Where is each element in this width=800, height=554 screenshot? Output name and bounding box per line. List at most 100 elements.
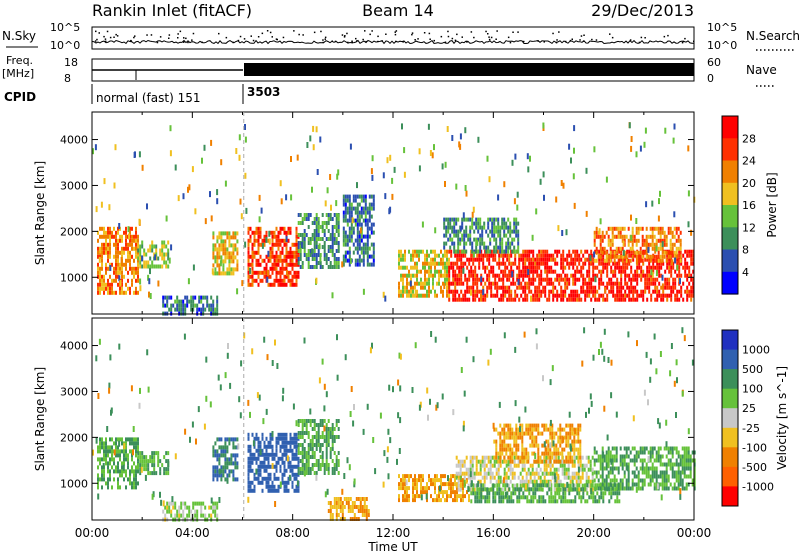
- nsearch-dot: [177, 37, 179, 39]
- velocity-colorbar-block-5: [722, 427, 738, 448]
- nsearch-dot: [377, 35, 379, 38]
- power-colorbar-tick-5: 24: [742, 155, 756, 168]
- nsearch-dot: [473, 36, 475, 39]
- velocity-colorbar-block-6: [722, 447, 738, 468]
- frequency-label-line2: [MHz]: [2, 67, 34, 80]
- nave-tick-top: 60: [707, 56, 721, 69]
- frequency-tick-top: 18: [64, 56, 78, 69]
- nsearch-dot: [183, 41, 185, 43]
- noise-left-tick-bottom: 10^0: [50, 39, 80, 52]
- power-colorbar-tick-1: 8: [742, 244, 749, 257]
- frequency-label-line1: Freq.: [6, 54, 33, 67]
- velocity-colorbar-block-1: [722, 349, 738, 370]
- power-colorbar-tick-3: 16: [742, 199, 756, 212]
- power-region-3: [212, 231, 239, 276]
- nsearch-dot: [385, 33, 387, 35]
- nsearch-dot: [269, 31, 272, 34]
- beam-title: Beam 14: [362, 1, 434, 20]
- nsearch-dot: [168, 34, 171, 36]
- nsearch-dot: [113, 36, 115, 38]
- time-tick-labels: 00:00 04:00 08:00 12:00 16:00 20:00 00:00: [75, 526, 712, 540]
- power-region-0: [97, 226, 139, 295]
- nsearch-dot: [156, 41, 159, 44]
- nsearch-dot: [346, 32, 348, 35]
- nsearch-dot: [133, 36, 135, 39]
- velocity-colorbar-block-8: [722, 486, 738, 507]
- time-tick-label-1: 04:00: [175, 526, 210, 540]
- nsearch-dot: [395, 40, 397, 43]
- nsearch-dot: [423, 32, 426, 34]
- nsearch-dot: [447, 35, 450, 38]
- velocity-region-1: [137, 451, 170, 476]
- frequency-panel: Freq. [MHz] 18 8 60 0 Nave: [2, 54, 777, 87]
- nsearch-dot: [187, 41, 189, 44]
- power-colorbar-tick-0: 4: [742, 266, 749, 279]
- nsearch-dot: [417, 38, 419, 40]
- nsearch-dot: [461, 36, 463, 38]
- nsearch-dot: [556, 39, 558, 41]
- velocity-colorbar-tick-3: 25: [742, 402, 756, 415]
- nsearch-dot: [394, 31, 396, 33]
- velocity-panel: 1000 2000 3000 4000 Slant Range [km] Time U…: [33, 317, 696, 554]
- noise-left-tick-top: 10^5: [50, 21, 80, 34]
- nsearch-dot: [237, 39, 240, 42]
- nsearch-dot: [377, 40, 379, 43]
- velocity-colorbar-block-0: [722, 330, 738, 351]
- velocity-region-2: [162, 501, 219, 522]
- power-colorbar-block-0: [722, 116, 738, 139]
- power-region-5: [297, 213, 340, 269]
- nsearch-dot: [555, 41, 558, 44]
- velocity-colorbar-tick-2: 100: [742, 383, 763, 396]
- velocity-ytick-label-2: 3000: [60, 385, 88, 398]
- nsearch-dot: [371, 30, 373, 32]
- nsearch-dot: [276, 38, 278, 41]
- power-region-9: [443, 217, 520, 254]
- cpid-row: CPID normal (fast) 151 3503: [4, 84, 280, 105]
- nsearch-dot: [591, 38, 593, 41]
- power-panel: 1000 2000 3000 4000 Slant Range [km]: [33, 111, 696, 316]
- velocity-colorbar-tick-7: -1000: [742, 480, 774, 493]
- power-region-2: [162, 295, 219, 316]
- nsearch-dot: [693, 40, 695, 43]
- nsearch-dot: [364, 30, 366, 32]
- velocity-colorbar-block-2: [722, 369, 738, 390]
- nsearch-dot: [192, 32, 195, 35]
- nsearch-dot: [663, 35, 666, 38]
- time-axis-label: Time UT: [367, 540, 418, 554]
- power-colorbar-frame: [721, 115, 739, 295]
- nsearch-dot: [365, 40, 367, 43]
- velocity-colorbar: 1000 500 100 25 -25 -100 -500 -1000 Velocity [m…: [721, 329, 789, 507]
- noise-panel: N.Sky 10^5 10^0 10^5 10^0 N.Search: [2, 21, 800, 52]
- nsearch-dot: [344, 35, 346, 37]
- nsearch-dot: [266, 30, 269, 32]
- nsearch-dot: [470, 31, 473, 33]
- nsearch-dot: [275, 38, 278, 40]
- nsearch-dot: [105, 40, 107, 43]
- nsearch-dot: [134, 35, 136, 37]
- nsearch-dot: [579, 39, 581, 41]
- velocity-sparse-echoes: [92, 327, 694, 507]
- velocity-ytick-label-1: 2000: [60, 431, 88, 444]
- nsearch-dot: [351, 40, 353, 42]
- velocity-colorbar-block-7: [722, 466, 738, 487]
- power-data: [92, 122, 696, 316]
- nsearch-dot: [381, 40, 383, 42]
- nsearch-dot: [595, 39, 598, 41]
- nsearch-dot: [168, 37, 170, 39]
- frequency-tick-bottom: 8: [64, 72, 71, 85]
- nave-label: Nave: [746, 63, 777, 77]
- nsearch-dot: [507, 36, 510, 39]
- nsearch-dot: [322, 39, 324, 41]
- power-region-1: [137, 240, 170, 269]
- power-ytick-label-1: 2000: [60, 225, 88, 238]
- nsearch-dot: [313, 31, 316, 34]
- nsearch-dot: [130, 40, 132, 42]
- power-colorbar-block-3: [722, 182, 738, 206]
- nsearch-dot: [257, 36, 260, 38]
- nsearch-dot: [362, 38, 364, 41]
- noise-panel-frame: [91, 26, 695, 50]
- cpid-mode-0: normal (fast) 151: [96, 91, 200, 105]
- nsearch-dot: [558, 31, 560, 33]
- velocity-region-6: [327, 497, 370, 521]
